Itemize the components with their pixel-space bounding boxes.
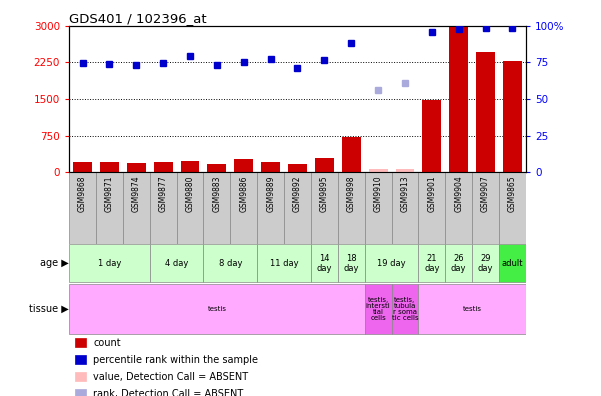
Bar — [69, 172, 96, 244]
Text: GSM9886: GSM9886 — [239, 175, 248, 211]
Bar — [365, 172, 391, 244]
Bar — [257, 172, 284, 244]
Bar — [338, 172, 365, 244]
Text: count: count — [93, 337, 121, 348]
Bar — [368, 169, 388, 172]
Bar — [315, 158, 334, 172]
Bar — [230, 172, 257, 244]
Text: 11 day: 11 day — [270, 259, 298, 268]
Text: age ▶: age ▶ — [40, 258, 69, 268]
Text: tissue ▶: tissue ▶ — [29, 304, 69, 314]
Bar — [450, 26, 468, 172]
Bar — [342, 137, 361, 172]
Bar — [445, 172, 472, 244]
Text: GSM9904: GSM9904 — [454, 175, 463, 212]
Bar — [472, 172, 499, 244]
Bar — [499, 244, 526, 282]
Bar — [257, 244, 311, 282]
Bar — [499, 172, 526, 244]
Text: percentile rank within the sample: percentile rank within the sample — [93, 354, 258, 365]
Bar — [365, 244, 418, 282]
Bar — [311, 244, 338, 282]
Text: GSM9889: GSM9889 — [266, 175, 275, 211]
Bar — [503, 61, 522, 172]
Text: GSM9901: GSM9901 — [427, 175, 436, 212]
Bar — [73, 162, 92, 172]
Text: 4 day: 4 day — [165, 259, 188, 268]
Text: GSM9910: GSM9910 — [374, 175, 383, 212]
Bar — [476, 52, 495, 172]
Text: GSM9883: GSM9883 — [212, 175, 221, 211]
Bar — [365, 284, 391, 333]
Text: rank, Detection Call = ABSENT: rank, Detection Call = ABSENT — [93, 388, 243, 396]
Text: 29
day: 29 day — [478, 254, 493, 273]
Bar — [418, 244, 445, 282]
Text: GSM9868: GSM9868 — [78, 175, 87, 211]
Bar — [311, 172, 338, 244]
Text: GSM9913: GSM9913 — [400, 175, 409, 212]
Text: GSM9907: GSM9907 — [481, 175, 490, 212]
Text: GSM9865: GSM9865 — [508, 175, 517, 212]
Text: GSM9898: GSM9898 — [347, 175, 356, 211]
Bar — [204, 244, 257, 282]
Text: 18
day: 18 day — [344, 254, 359, 273]
Bar — [69, 244, 150, 282]
Text: testis,
tubula
r soma
tic cells: testis, tubula r soma tic cells — [392, 297, 418, 321]
Text: GDS401 / 102396_at: GDS401 / 102396_at — [69, 11, 207, 25]
Text: 19 day: 19 day — [377, 259, 406, 268]
Bar — [423, 101, 441, 172]
Bar — [284, 172, 311, 244]
Bar — [177, 172, 204, 244]
Bar — [123, 172, 150, 244]
Text: testis,
intersti
tial
cells: testis, intersti tial cells — [366, 297, 391, 321]
Bar — [338, 244, 365, 282]
Text: adult: adult — [502, 259, 523, 268]
Bar — [100, 162, 119, 172]
Bar — [472, 244, 499, 282]
Text: GSM9871: GSM9871 — [105, 175, 114, 211]
Bar — [395, 169, 414, 172]
Text: testis: testis — [207, 306, 227, 312]
Text: GSM9877: GSM9877 — [159, 175, 168, 212]
Bar — [391, 172, 418, 244]
Text: 26
day: 26 day — [451, 254, 466, 273]
Bar — [261, 162, 280, 172]
Bar — [181, 161, 200, 172]
Text: 1 day: 1 day — [98, 259, 121, 268]
Text: 21
day: 21 day — [424, 254, 439, 273]
Bar — [150, 244, 204, 282]
Text: GSM9880: GSM9880 — [186, 175, 195, 211]
Bar — [391, 284, 418, 333]
Text: testis: testis — [463, 306, 481, 312]
Bar — [204, 172, 230, 244]
Text: value, Detection Call = ABSENT: value, Detection Call = ABSENT — [93, 371, 248, 382]
Text: 8 day: 8 day — [219, 259, 242, 268]
Bar — [150, 172, 177, 244]
Text: 14
day: 14 day — [317, 254, 332, 273]
Bar — [127, 163, 145, 172]
Text: GSM9892: GSM9892 — [293, 175, 302, 211]
Text: GSM9895: GSM9895 — [320, 175, 329, 212]
Bar — [96, 172, 123, 244]
Bar — [154, 162, 172, 172]
Bar — [418, 284, 526, 333]
Bar — [445, 244, 472, 282]
Bar — [418, 172, 445, 244]
Text: GSM9874: GSM9874 — [132, 175, 141, 212]
Bar — [207, 164, 227, 172]
Bar — [234, 159, 253, 172]
Bar — [69, 284, 365, 333]
Bar — [288, 164, 307, 172]
